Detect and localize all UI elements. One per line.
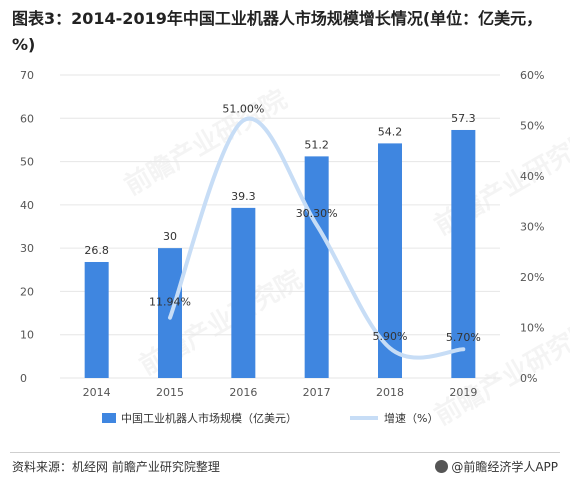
y-right-tick-label: 30% xyxy=(520,221,544,234)
bar-value-label: 51.2 xyxy=(304,138,329,151)
watermark-text: 前瞻产业研究院 xyxy=(119,84,292,202)
x-tick-label: 2014 xyxy=(83,386,111,399)
legend-line-label: 增速（%） xyxy=(384,411,438,425)
bar xyxy=(84,261,109,378)
x-tick-label: 2018 xyxy=(376,386,404,399)
source-note: 资料来源：机经网 前瞻产业研究院整理 xyxy=(12,460,220,474)
bar-value-label: 57.3 xyxy=(451,112,476,125)
bar-value-label: 54.2 xyxy=(378,125,403,138)
x-tick-label: 2017 xyxy=(303,386,331,399)
x-tick-label: 2016 xyxy=(229,386,257,399)
y-right-tick-label: 20% xyxy=(520,271,544,284)
bar-value-label: 30 xyxy=(163,230,177,243)
y-right-tick-label: 10% xyxy=(520,322,544,335)
y-left-tick-label: 0 xyxy=(20,372,27,385)
y-left-tick-label: 40 xyxy=(20,199,34,212)
line-value-label: 51.00% xyxy=(222,102,264,115)
brand-note: @前瞻经济学人APP xyxy=(435,458,558,475)
line-value-label: 30.30% xyxy=(296,207,338,220)
line-value-label: 11.94% xyxy=(149,296,191,309)
line-value-label: 5.70% xyxy=(446,331,481,344)
y-right-tick-label: 50% xyxy=(520,120,544,133)
x-tick-label: 2019 xyxy=(449,386,477,399)
legend-bar-swatch xyxy=(102,413,116,423)
brand-logo-icon xyxy=(435,460,449,473)
y-left-tick-label: 70 xyxy=(20,69,34,82)
growth-line xyxy=(168,116,466,360)
footer-divider xyxy=(10,452,560,453)
bar xyxy=(304,156,329,378)
y-right-tick-label: 0% xyxy=(520,372,537,385)
line-value-label: 5.90% xyxy=(373,330,408,343)
bar xyxy=(451,129,476,378)
y-right-tick-label: 40% xyxy=(520,170,544,183)
y-left-tick-label: 50 xyxy=(20,156,34,169)
chart-title: 图表3：2014-2019年中国工业机器人市场规模增长情况(单位：亿美元，%) xyxy=(12,9,543,54)
brand-text: @前瞻经济学人APP xyxy=(451,460,558,474)
bar-value-label: 26.8 xyxy=(84,244,109,257)
bar xyxy=(231,207,256,378)
legend-bar-label: 中国工业机器人市场规模（亿美元） xyxy=(121,411,297,425)
y-left-tick-label: 30 xyxy=(20,242,34,255)
y-right-tick-label: 60% xyxy=(520,69,544,82)
bar-value-label: 39.3 xyxy=(231,190,256,203)
x-tick-label: 2015 xyxy=(156,386,184,399)
y-left-tick-label: 20 xyxy=(20,285,34,298)
y-left-tick-label: 10 xyxy=(20,329,34,342)
watermark-text: 前瞻产业研究院 xyxy=(429,124,570,242)
y-left-tick-label: 60 xyxy=(20,112,34,125)
